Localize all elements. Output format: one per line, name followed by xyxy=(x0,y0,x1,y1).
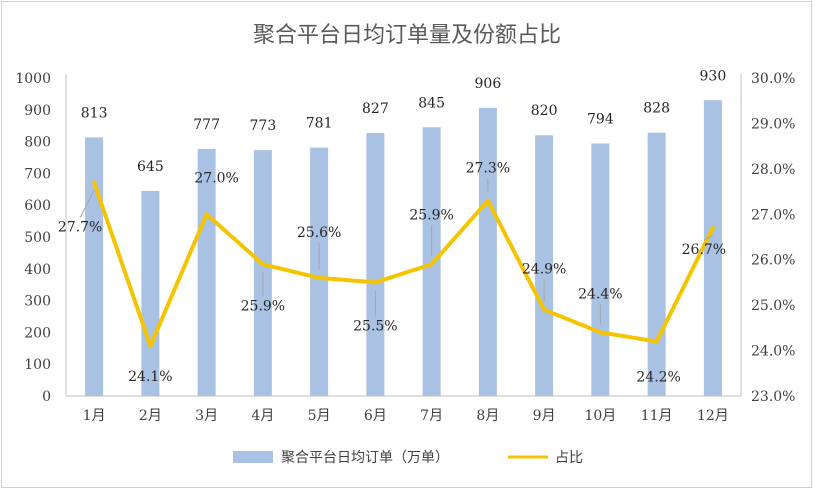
chart-title: 聚合平台日均订单量及份额占比 xyxy=(253,23,561,48)
bar-data-label: 794 xyxy=(587,112,614,128)
line-series xyxy=(92,180,715,349)
line-data-label: 24.2% xyxy=(636,369,680,385)
bar xyxy=(141,190,160,396)
x-tick-label: 6月 xyxy=(364,408,387,424)
line-data-label: 26.7% xyxy=(682,242,726,258)
bar xyxy=(197,148,216,396)
left-tick-label: 700 xyxy=(24,166,51,182)
axes: 0 100 200 300 400 500 600 700 800 900 1000 23.0% 24.… xyxy=(15,71,795,424)
x-tick-label: 3月 xyxy=(195,408,218,424)
bar xyxy=(366,133,385,396)
x-tick-label: 9月 xyxy=(533,408,556,424)
bar-data-label: 773 xyxy=(250,118,277,134)
x-tick-label: 7月 xyxy=(420,408,443,424)
leader-line xyxy=(79,190,95,218)
left-tick-label: 900 xyxy=(24,103,51,119)
bar-data-label: 777 xyxy=(193,117,220,133)
left-tick-label: 600 xyxy=(24,198,51,214)
bar-data-labels: 813 645 777 773 781 827 845 906 820 794 828 930 xyxy=(81,68,726,175)
left-tick-label: 800 xyxy=(24,135,51,151)
bar-data-label: 845 xyxy=(418,95,445,111)
line-data-label: 27.3% xyxy=(466,161,510,177)
line-data-label: 24.1% xyxy=(128,369,172,385)
right-tick-label: 27.0% xyxy=(751,207,795,223)
bar-data-label: 813 xyxy=(81,105,108,121)
right-tick-label: 25.0% xyxy=(751,298,795,314)
x-tick-label: 4月 xyxy=(251,408,274,424)
leader-line xyxy=(703,235,714,241)
right-tick-label: 23.0% xyxy=(751,389,795,405)
line-data-label: 27.0% xyxy=(194,170,238,186)
bar-data-label: 820 xyxy=(531,103,558,119)
right-tick-label: 24.0% xyxy=(751,344,795,360)
x-tick-label: 5月 xyxy=(308,408,331,424)
left-tick-label: 200 xyxy=(24,325,51,341)
x-tick-label: 12月 xyxy=(697,408,729,424)
bar xyxy=(310,147,329,396)
x-tick-label: 11月 xyxy=(641,408,673,424)
x-tick-label: 1月 xyxy=(83,408,106,424)
bar-data-label: 827 xyxy=(362,101,389,117)
bar-series xyxy=(85,100,722,397)
line-data-label: 27.7% xyxy=(58,219,102,235)
line-data-label: 25.9% xyxy=(241,298,285,314)
leader-lines xyxy=(79,178,714,325)
left-tick-label: 400 xyxy=(24,262,51,278)
right-tick-label: 26.0% xyxy=(751,253,795,269)
bar xyxy=(591,143,610,396)
share-line xyxy=(92,180,715,349)
bar xyxy=(647,132,666,397)
left-tick-label: 300 xyxy=(24,294,51,310)
bar xyxy=(85,137,104,396)
x-tick-label: 2月 xyxy=(139,408,162,424)
line-data-label: 25.9% xyxy=(409,207,453,223)
line-data-labels: 27.7% 24.1% 27.0% 25.9% 25.6% 25.5% 25.9% 27.3%… xyxy=(58,161,726,386)
left-tick-label: 0 xyxy=(42,389,51,405)
legend-bar-swatch xyxy=(233,451,273,463)
right-tick-label: 30.0% xyxy=(751,71,795,87)
x-tick-label: 10月 xyxy=(584,408,616,424)
bar-data-label: 645 xyxy=(137,159,164,175)
bar-data-label: 828 xyxy=(643,101,670,117)
legend: 聚合平台日均订单（万单） 占比 xyxy=(233,450,583,466)
legend-bar-label: 聚合平台日均订单（万单） xyxy=(281,450,449,466)
line-data-label: 25.6% xyxy=(297,225,341,241)
bar-data-label: 781 xyxy=(306,116,333,132)
left-tick-label: 100 xyxy=(24,357,51,373)
bar xyxy=(478,107,497,396)
bar-data-label: 906 xyxy=(475,76,502,92)
left-tick-label: 1000 xyxy=(15,71,51,87)
line-data-label: 25.5% xyxy=(353,318,397,334)
bar xyxy=(703,100,722,396)
right-tick-label: 28.0% xyxy=(751,162,795,178)
line-data-label: 24.4% xyxy=(578,286,622,302)
right-tick-label: 29.0% xyxy=(751,116,795,132)
bar xyxy=(535,135,554,397)
bar-data-label: 930 xyxy=(700,68,727,84)
x-tick-label: 8月 xyxy=(476,408,499,424)
line-data-label: 24.9% xyxy=(522,262,566,278)
left-tick-label: 500 xyxy=(24,230,51,246)
legend-line-label: 占比 xyxy=(555,450,583,466)
